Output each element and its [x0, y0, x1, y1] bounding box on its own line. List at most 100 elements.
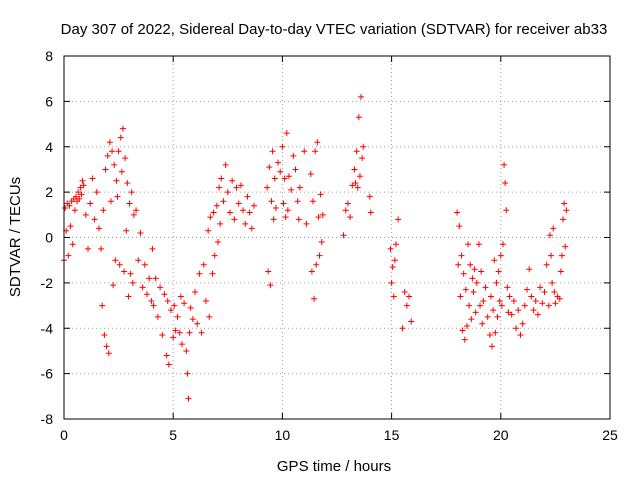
data-point: [126, 200, 133, 207]
data-point: [521, 302, 528, 309]
data-point: [546, 232, 553, 239]
data-point: [82, 211, 89, 218]
data-point: [277, 168, 284, 175]
data-point: [495, 268, 502, 275]
data-point: [184, 370, 191, 377]
data-point: [492, 329, 499, 336]
data-point: [146, 275, 153, 282]
data-point: [317, 191, 324, 198]
data-point: [560, 216, 567, 223]
data-point: [114, 193, 121, 200]
data-point: [366, 193, 373, 200]
data-point: [116, 261, 123, 268]
data-point: [354, 184, 361, 191]
y-tick-label: -8: [41, 411, 54, 427]
data-point: [360, 143, 367, 150]
data-point: [356, 173, 363, 180]
data-point: [69, 241, 76, 248]
data-point: [455, 261, 462, 268]
data-point: [493, 279, 500, 286]
data-point: [229, 177, 236, 184]
data-point: [119, 125, 126, 132]
data-point: [237, 182, 244, 189]
data-point: [528, 293, 535, 300]
data-point: [65, 252, 72, 259]
x-axis-label: GPS time / hours: [277, 458, 391, 475]
data-point: [157, 284, 164, 291]
data-point: [206, 313, 213, 320]
data-point: [62, 205, 69, 212]
data-point: [248, 225, 255, 232]
data-point: [141, 261, 148, 268]
data-point: [349, 182, 356, 189]
data-point: [163, 352, 170, 359]
data-point: [563, 207, 570, 214]
data-point: [389, 263, 396, 270]
data-point: [152, 275, 159, 282]
data-point: [454, 209, 461, 216]
data-point: [557, 268, 564, 275]
data-point: [467, 261, 474, 268]
data-point: [508, 311, 515, 318]
y-tick-label: 2: [45, 184, 53, 200]
data-point: [168, 307, 175, 314]
data-point: [489, 343, 496, 350]
data-point: [67, 223, 74, 230]
data-point: [484, 313, 491, 320]
data-point: [486, 332, 493, 339]
data-point: [194, 320, 201, 327]
x-tick-label: 5: [169, 427, 177, 443]
y-axis-label: SDTVAR / TECUs: [7, 177, 24, 297]
data-point: [548, 252, 555, 259]
data-point: [294, 198, 301, 205]
data-point: [246, 209, 253, 216]
data-point: [186, 329, 193, 336]
data-point: [78, 191, 85, 198]
data-point: [99, 302, 106, 309]
data-point: [524, 286, 531, 293]
data-point: [79, 177, 86, 184]
data-point: [207, 214, 214, 221]
data-point: [543, 261, 550, 268]
data-point: [143, 291, 150, 298]
data-point: [477, 302, 484, 309]
data-point: [177, 293, 184, 300]
data-point: [111, 161, 118, 168]
data-point: [95, 225, 102, 232]
data-points: [61, 93, 570, 402]
data-point: [558, 252, 565, 259]
data-point: [187, 304, 194, 311]
data-point: [196, 270, 203, 277]
data-point: [347, 214, 354, 221]
data-point: [552, 300, 559, 307]
data-point: [105, 350, 112, 357]
data-point: [118, 168, 125, 175]
data-point: [267, 282, 274, 289]
data-point: [283, 130, 290, 137]
data-point: [73, 193, 80, 200]
data-point: [515, 307, 522, 314]
data-point: [505, 309, 512, 316]
y-tick-label: 0: [45, 230, 53, 246]
data-point: [98, 245, 105, 252]
data-point: [475, 241, 482, 248]
data-point: [519, 320, 526, 327]
data-point: [295, 216, 302, 223]
data-point: [103, 343, 110, 350]
data-point: [106, 139, 113, 146]
data-point: [510, 298, 517, 305]
data-point: [399, 325, 406, 332]
data-point: [115, 148, 122, 155]
chart-title: Day 307 of 2022, Sidereal Day-to-day VTE…: [61, 21, 608, 38]
data-point: [318, 239, 325, 246]
data-point: [200, 261, 207, 268]
data-point: [284, 207, 291, 214]
data-point: [480, 298, 487, 305]
data-point: [497, 252, 504, 259]
data-point: [176, 329, 183, 336]
data-point: [75, 189, 82, 196]
data-point: [301, 148, 308, 155]
data-point: [457, 293, 464, 300]
data-point: [71, 207, 78, 214]
